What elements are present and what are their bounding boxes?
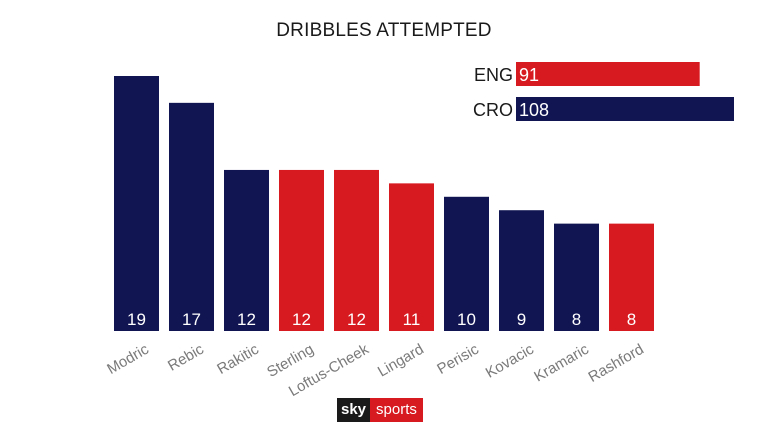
value-label: 17 — [182, 310, 201, 329]
total-value-label: 91 — [519, 65, 539, 85]
bar-kovacic — [499, 210, 544, 331]
category-label: Kovacic — [483, 341, 537, 382]
value-label: 12 — [237, 310, 256, 329]
category-label: Modric — [104, 341, 152, 378]
category-label: Rashford — [585, 341, 646, 386]
bar-lingard — [389, 183, 434, 331]
bar-rakitic — [224, 169, 269, 331]
total-team-label: CRO — [473, 100, 513, 120]
bar-rebic — [169, 102, 214, 331]
value-label: 8 — [627, 310, 636, 329]
bar-kramaric — [554, 223, 599, 331]
bar-sterling — [279, 169, 324, 331]
category-label: Rebic — [165, 341, 207, 375]
total-bar-cro — [516, 97, 734, 121]
value-label: 19 — [127, 310, 146, 329]
bar-rashford — [609, 223, 654, 331]
value-label: 10 — [457, 310, 476, 329]
category-label: Rakitic — [214, 341, 262, 378]
sky-sports-logo: sky sports — [337, 398, 423, 422]
total-bar-eng — [516, 62, 700, 86]
category-label: Lingard — [375, 341, 427, 381]
category-label: Perisic — [434, 341, 482, 378]
bar-modric — [114, 76, 159, 331]
value-label: 11 — [403, 310, 421, 329]
total-value-label: 108 — [519, 100, 549, 120]
bar-loftus-cheek — [334, 169, 379, 331]
value-label: 12 — [347, 310, 366, 329]
bar-perisic — [444, 196, 489, 331]
total-team-label: ENG — [474, 65, 513, 85]
category-label: Kramaric — [531, 341, 592, 386]
value-label: 12 — [292, 310, 311, 329]
value-label: 9 — [517, 310, 526, 329]
logo-sky: sky — [337, 398, 371, 422]
logo-sports: sports — [370, 398, 423, 422]
value-label: 8 — [572, 310, 581, 329]
chart-title: DRIBBLES ATTEMPTED — [276, 20, 492, 41]
